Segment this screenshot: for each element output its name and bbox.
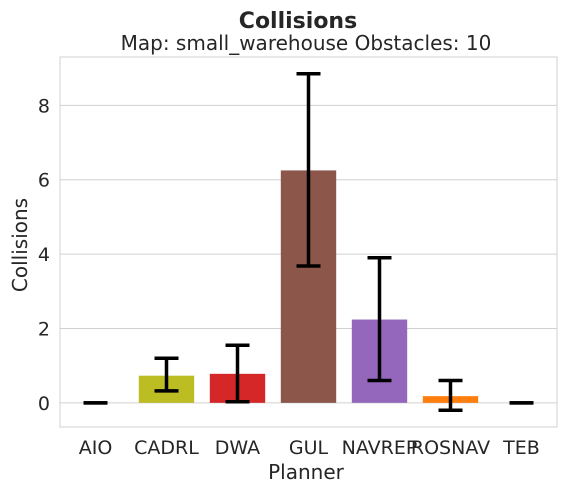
x-tick-label-dwa: DWA (215, 437, 260, 459)
y-tick-label: 6 (38, 170, 50, 192)
y-tick-label: 2 (38, 318, 50, 340)
x-tick-label-navrep: NAVREP (342, 437, 418, 459)
chart-title: Collisions (239, 9, 357, 34)
x-tick-label-teb: TEB (502, 437, 540, 459)
error-bars (83, 71, 534, 413)
x-tick-label-rosnav: ROSNAV (411, 437, 490, 459)
y-tick-label: 8 (38, 95, 50, 117)
x-tick-label-gul: GUL (289, 437, 329, 459)
y-axis-label: Collisions (8, 198, 32, 292)
plot-frame (59, 56, 558, 428)
y-tick-label: 0 (38, 393, 50, 415)
y-tick-labels: 0 2 4 6 8 (38, 95, 50, 414)
chart-subtitle: Map: small_warehouse Obstacles: 10 (121, 31, 492, 55)
x-tick-label-aio: AIO (79, 437, 113, 459)
x-tick-label-cadrl: CADRL (134, 437, 199, 459)
x-axis-label: Planner (268, 460, 345, 484)
y-tick-label: 4 (38, 244, 50, 266)
